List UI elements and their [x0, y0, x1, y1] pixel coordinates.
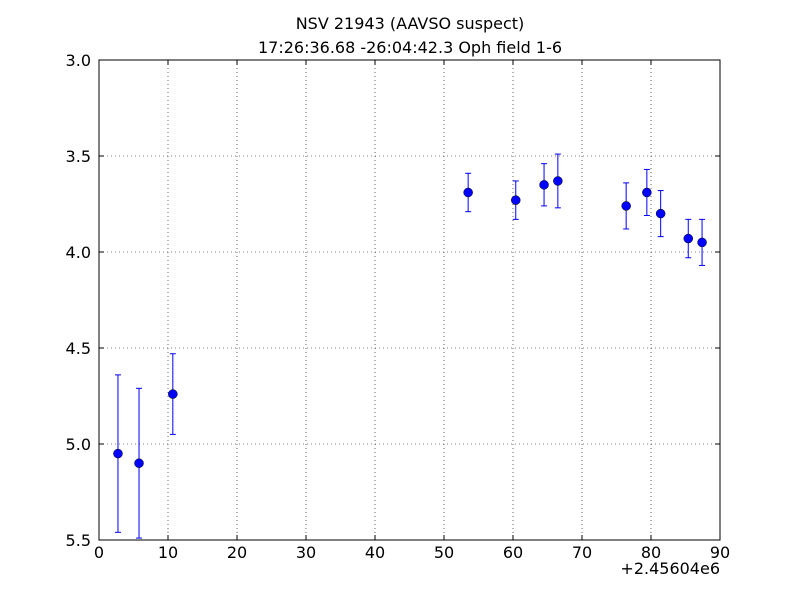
data-point — [655, 208, 666, 219]
x-tick-label: 10 — [158, 543, 178, 562]
y-tick-label: 3.0 — [66, 51, 91, 70]
data-point — [683, 233, 694, 244]
data-point — [621, 201, 631, 211]
data-point — [642, 187, 652, 198]
chart-subtitle: 17:26:36.68 -26:04:42.3 Oph field 1-6 — [258, 38, 562, 57]
x-tick-label: 60 — [503, 543, 523, 562]
x-offset-label: +2.45604e6 — [620, 559, 720, 578]
data-point — [134, 458, 144, 468]
y-tick-label: 3.5 — [66, 147, 91, 166]
x-tick-label: 30 — [296, 543, 316, 562]
x-tick-label: 40 — [365, 543, 385, 562]
y-tick-label: 4.5 — [66, 339, 91, 358]
x-tick-label: 70 — [572, 543, 592, 562]
chart-title: NSV 21943 (AAVSO suspect) — [296, 14, 525, 33]
x-tick-label: 50 — [434, 543, 454, 562]
data-point — [511, 195, 521, 205]
y-tick-label: 5.0 — [66, 435, 91, 454]
data-point — [168, 389, 178, 399]
x-tick-label: 20 — [227, 543, 247, 562]
data-point — [463, 187, 473, 198]
data-point — [539, 180, 549, 190]
y-tick-label: 5.5 — [66, 531, 91, 550]
x-tick-label: 0 — [94, 543, 104, 562]
data-point — [697, 237, 707, 248]
plot-frame — [98, 59, 721, 541]
data-point — [553, 176, 563, 186]
y-tick-label: 4.0 — [66, 243, 91, 262]
x-tick-label: 80 — [641, 543, 661, 562]
data-point — [113, 448, 123, 459]
x-tick-label: 90 — [710, 543, 730, 562]
